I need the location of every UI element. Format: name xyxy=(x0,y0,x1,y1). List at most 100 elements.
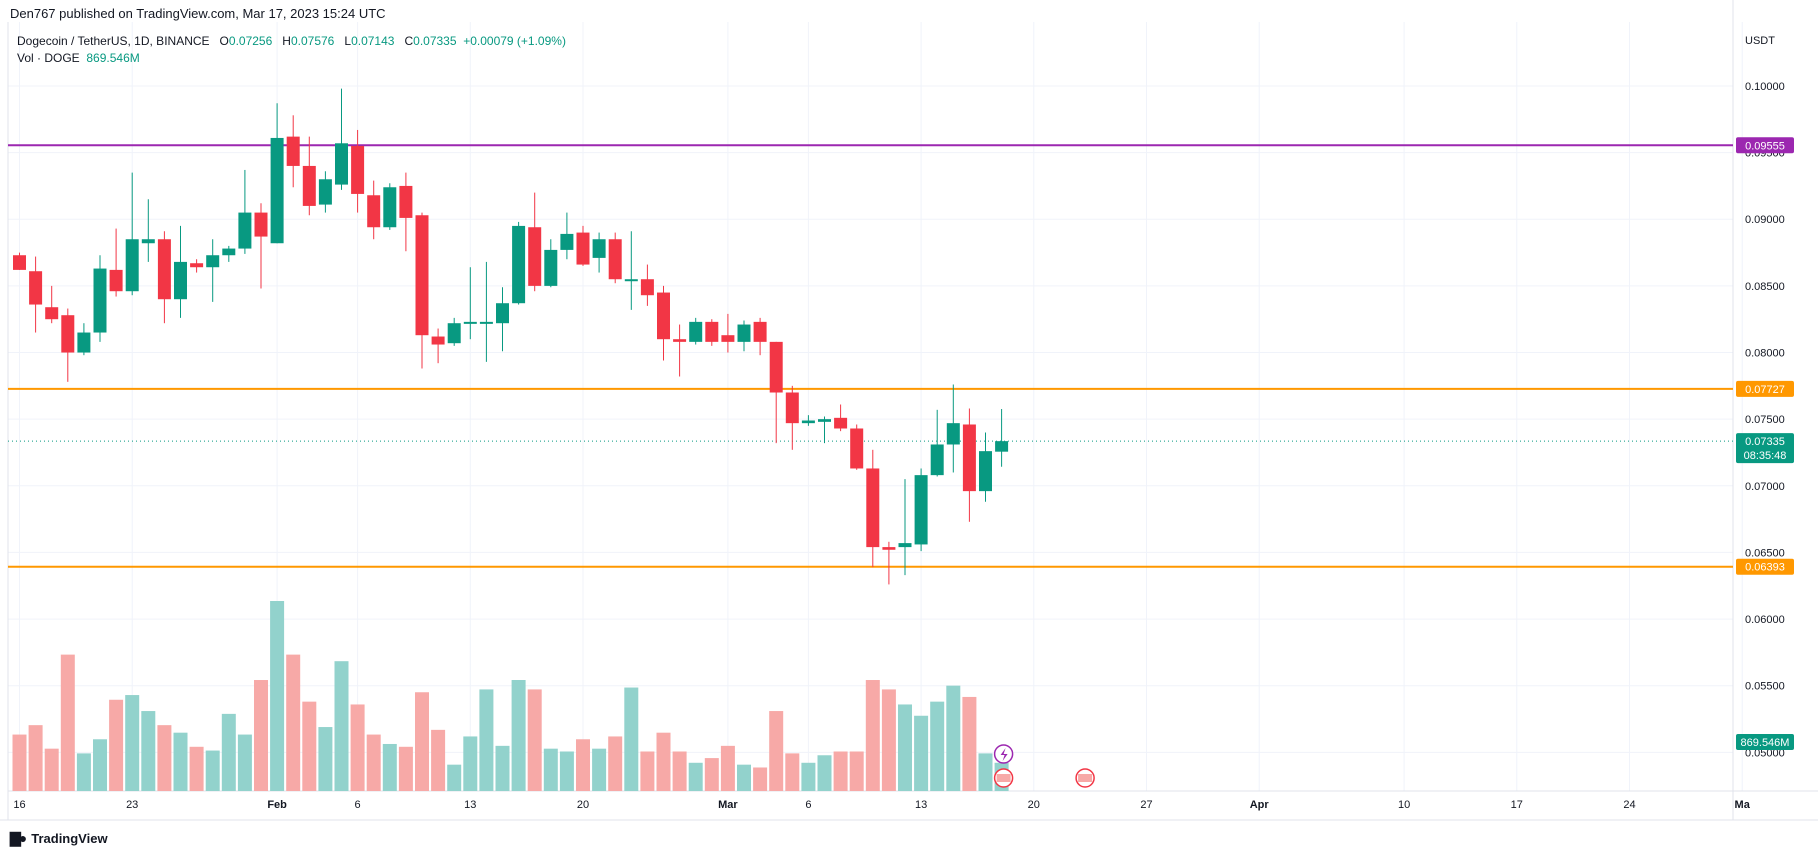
level-0.07727-tag-text: 0.07727 xyxy=(1745,384,1785,396)
candle-up xyxy=(737,320,751,352)
volume-bar xyxy=(431,729,446,791)
candle-down xyxy=(785,385,799,450)
volume-bar xyxy=(205,750,220,791)
volume-bar xyxy=(559,751,574,791)
candle-down xyxy=(657,285,670,361)
price-tick-label: 0.07500 xyxy=(1745,414,1785,426)
candle-body xyxy=(689,321,703,342)
time-tick-label: Mar xyxy=(718,799,738,811)
price-tick-label: 0.05500 xyxy=(1745,681,1785,693)
candle-body xyxy=(930,444,944,476)
candle-body xyxy=(946,423,960,445)
level-0.07727-tag-bg xyxy=(1736,380,1794,397)
candle-up xyxy=(914,468,928,552)
candle-body xyxy=(785,392,799,424)
volume-value-tag: 869.546M xyxy=(1736,734,1794,750)
time-tick-label: 10 xyxy=(1398,799,1410,811)
candle-down xyxy=(528,192,542,292)
volume-bar xyxy=(76,753,91,791)
candle-up xyxy=(898,479,912,576)
candle-up xyxy=(801,415,815,426)
candle-body xyxy=(914,475,928,545)
candle-body xyxy=(463,321,477,324)
candle-down xyxy=(351,129,365,213)
tradingview-logo-icon: ▇● xyxy=(10,830,27,846)
volume-bar xyxy=(495,745,510,791)
candle-body xyxy=(496,303,509,324)
volume-legend-label[interactable]: Vol · DOGE xyxy=(17,51,80,65)
time-tick-label: 17 xyxy=(1511,799,1523,811)
volume-bar xyxy=(109,699,124,791)
candle-down xyxy=(286,115,300,188)
volume-bar xyxy=(978,753,993,791)
candle-body xyxy=(640,279,654,296)
candle-body xyxy=(351,145,365,194)
candle-down xyxy=(866,449,880,568)
price-axis-currency: USDT xyxy=(1745,35,1775,47)
volume-bar xyxy=(237,734,252,791)
volume-bar xyxy=(382,743,397,791)
candle-body xyxy=(415,215,429,336)
candle-body xyxy=(383,187,397,228)
legend-change: +0.00079 (+1.09%) xyxy=(463,34,566,48)
candle-body xyxy=(657,292,670,340)
published-by-text: Den767 published on TradingView.com, Mar… xyxy=(10,6,386,21)
volume-bar xyxy=(865,680,880,791)
candle-down xyxy=(415,212,429,369)
last-price-tag: 0.07335 08:35:48 xyxy=(1736,433,1794,464)
candle-body xyxy=(206,255,220,268)
candle-body xyxy=(866,468,880,548)
candle-body xyxy=(608,239,622,280)
volume-bar xyxy=(801,762,816,791)
candles xyxy=(13,88,1009,585)
volume-bar xyxy=(576,739,590,791)
volume-bar xyxy=(640,751,655,791)
candle-down xyxy=(850,424,864,470)
candle-down xyxy=(61,308,75,382)
time-axis: 16 23 Feb 6 13 20 Mar 6 13 20 27 Apr 10 17 24 Ma xyxy=(13,799,1750,811)
candle-down xyxy=(367,180,381,240)
volume-bar xyxy=(93,739,107,791)
volume-bar xyxy=(608,736,623,791)
candle-down xyxy=(399,172,413,252)
volume-bar xyxy=(270,601,285,791)
candle-body xyxy=(45,307,59,320)
volume-bar xyxy=(785,753,800,791)
price-tick-label: 0.09000 xyxy=(1745,214,1785,226)
volume-bar xyxy=(286,654,301,791)
candle-down xyxy=(962,408,976,522)
candle-up xyxy=(222,245,236,262)
candle-down xyxy=(673,324,687,377)
legend-close-value: 0.07335 xyxy=(413,34,457,48)
legend-symbol[interactable]: Dogecoin / TetherUS, 1D, BINANCE xyxy=(17,34,210,48)
candle-down xyxy=(109,228,123,297)
candle-body xyxy=(882,547,896,550)
candle-up xyxy=(463,267,477,340)
candle-body xyxy=(818,419,831,422)
level-0.07727-tag: 0.07727 xyxy=(1736,380,1794,397)
candle-body xyxy=(834,417,848,429)
candle-up xyxy=(270,103,284,244)
candle-up xyxy=(125,172,139,296)
candle-body xyxy=(431,336,445,345)
volume-bar xyxy=(366,734,381,791)
candle-body xyxy=(302,165,316,206)
candle-body xyxy=(254,212,268,237)
tradingview-logo[interactable]: ▇● TradingView xyxy=(10,830,108,847)
volume-bar xyxy=(527,689,542,791)
candle-body xyxy=(512,225,526,304)
candle-down xyxy=(302,136,316,216)
candle-down xyxy=(576,225,590,266)
candle-down xyxy=(254,203,268,289)
candle-down xyxy=(769,341,783,444)
candle-down xyxy=(13,252,26,270)
candle-up xyxy=(624,231,638,310)
time-tick-label: 24 xyxy=(1623,799,1635,811)
candle-body xyxy=(544,249,558,286)
volume-bar xyxy=(173,732,188,791)
candle-down xyxy=(705,319,719,346)
candle-body xyxy=(479,321,493,324)
volume-bar xyxy=(962,696,977,791)
volume-bar xyxy=(334,661,349,791)
